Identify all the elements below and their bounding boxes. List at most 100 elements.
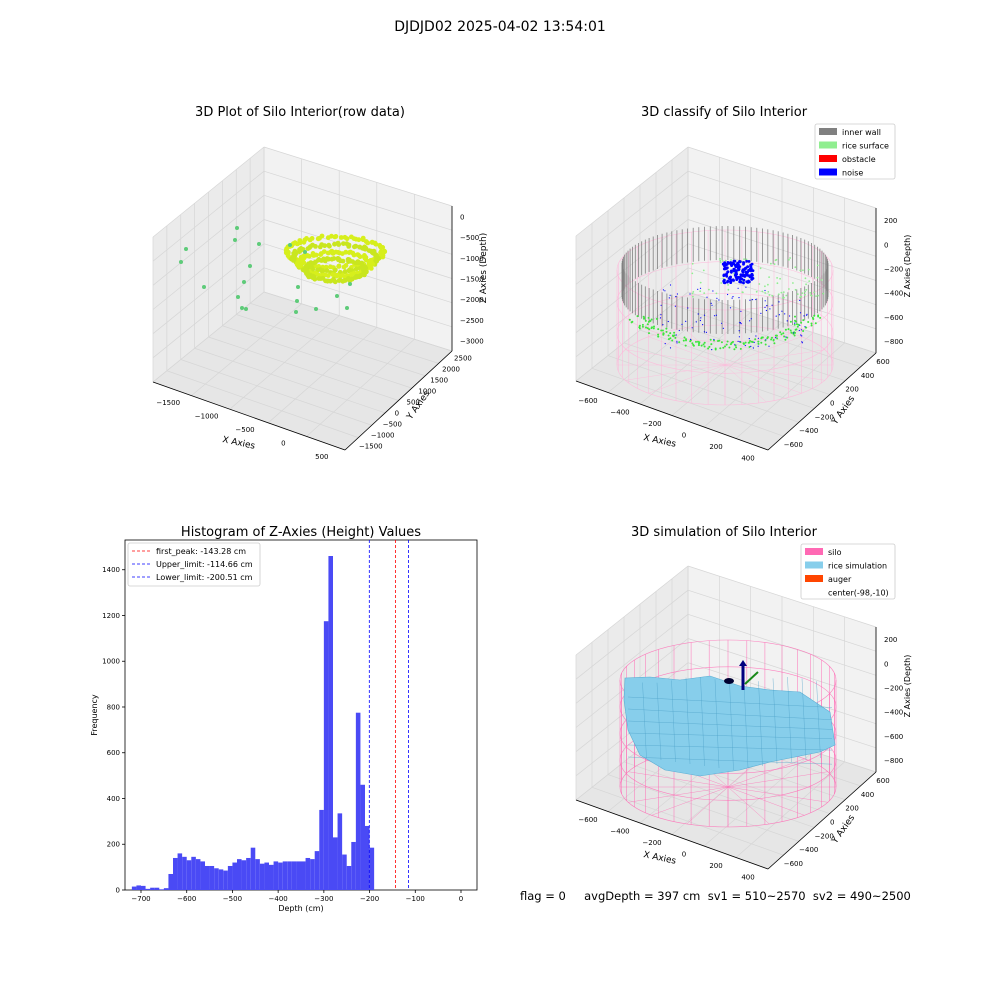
raw-point	[297, 238, 303, 243]
z-tick-label: −3000	[460, 338, 484, 346]
noise-point	[747, 269, 751, 272]
rice-surface-point	[807, 321, 810, 323]
rice-surface-point	[750, 340, 753, 343]
rice-surface-point	[703, 292, 706, 294]
rice-surface-point	[789, 329, 792, 332]
histogram-bar	[150, 887, 155, 890]
raw-point	[179, 260, 183, 264]
noise-point	[659, 317, 662, 319]
y-tick-label: 500	[407, 399, 420, 407]
histogram-bar	[195, 859, 201, 890]
noise-point	[757, 345, 759, 347]
rice-surface-point	[776, 337, 779, 340]
noise-point	[726, 270, 730, 274]
x-tick-label: −500	[223, 895, 242, 903]
panel1-xlabel: X Axies	[221, 435, 256, 452]
noise-point	[662, 324, 664, 326]
noise-point	[721, 322, 723, 324]
noise-point	[801, 335, 803, 337]
y-tick-label: 400	[861, 791, 874, 799]
noise-point	[667, 320, 669, 323]
rice-surface-point	[638, 324, 641, 327]
noise-point	[768, 345, 770, 347]
noise-point	[691, 327, 693, 329]
rice-surface-point	[768, 294, 771, 296]
raw-point	[365, 240, 371, 246]
noise-point	[711, 304, 713, 306]
x-tick-label: 200	[709, 862, 722, 870]
noise-point	[743, 274, 747, 278]
noise-point	[695, 321, 697, 323]
rice-surface-point	[733, 348, 736, 351]
noise-point	[765, 339, 767, 341]
rice-surface-point	[665, 327, 668, 330]
z-tick-label: −400	[884, 290, 903, 298]
noise-point	[702, 324, 704, 326]
raw-point	[378, 249, 384, 255]
rice-surface-point	[796, 323, 798, 326]
noise-point	[699, 287, 702, 289]
rice-surface-point	[683, 336, 686, 339]
x-tick-label: −200	[642, 420, 661, 428]
noise-point	[729, 281, 733, 284]
surface-mesh-line	[685, 677, 691, 765]
z-tick-label: 0	[884, 660, 888, 668]
rice-surface-point	[692, 344, 695, 347]
surface-mesh-line	[627, 720, 833, 730]
z-tick-label: −800	[884, 338, 903, 346]
noise-point	[737, 268, 741, 272]
panel-histogram: Histogram of Z-Axies (Height) Values −70…	[90, 525, 478, 913]
noise-point	[749, 265, 752, 268]
raw-point	[309, 236, 315, 241]
rice-surface-point	[773, 342, 776, 345]
noise-point	[703, 331, 706, 333]
rice-surface-point	[822, 292, 825, 295]
legend-label: Lower_limit: -200.51 cm	[156, 573, 253, 582]
rice-surface-point	[719, 261, 722, 264]
rice-surface-point	[741, 291, 744, 293]
histogram-bar	[305, 857, 311, 890]
x-tick-label: −200	[360, 895, 379, 903]
z-tick-label: −400	[884, 709, 903, 717]
histogram-bar	[200, 861, 205, 890]
legend-label: obstacle	[842, 155, 876, 164]
rice-surface-point	[691, 262, 694, 265]
noise-point	[731, 297, 733, 299]
noise-point	[690, 338, 692, 340]
y-tick-label: 200	[845, 805, 858, 813]
noise-point	[662, 289, 665, 291]
legend-swatch	[819, 141, 837, 149]
noise-point	[733, 259, 737, 263]
noise-point	[730, 279, 734, 282]
x-tick-label: 400	[741, 454, 754, 462]
rice-surface-point	[794, 328, 797, 331]
rice-surface-point	[714, 348, 717, 351]
rice-surface-point	[794, 288, 797, 291]
rice-surface-point	[703, 341, 706, 344]
histogram-bar	[269, 864, 274, 890]
histogram-bar	[296, 861, 301, 890]
y-tick-label: −600	[784, 860, 803, 868]
raw-point	[292, 248, 298, 254]
noise-point	[775, 315, 777, 317]
rice-surface-point	[662, 332, 665, 335]
rice-surface-point	[768, 276, 770, 278]
rice-surface-point	[646, 323, 649, 326]
rice-surface-point	[698, 342, 700, 345]
rice-surface-point	[758, 283, 761, 285]
raw-point	[330, 272, 336, 277]
noise-point	[660, 314, 662, 316]
x-axis-line	[152, 381, 346, 451]
rice-surface-point	[820, 279, 823, 281]
noise-point	[740, 273, 743, 277]
noise-point	[734, 344, 736, 346]
raw-point	[369, 259, 374, 265]
x-tick-label: −1500	[156, 399, 180, 407]
rice-surface-point	[749, 340, 751, 342]
raw-point	[236, 295, 240, 299]
histogram-bar	[131, 886, 137, 890]
rice-surface-point	[719, 258, 721, 260]
legend-label: rice simulation	[828, 562, 887, 571]
rice-surface-point	[636, 315, 639, 318]
raw-point	[326, 242, 332, 248]
